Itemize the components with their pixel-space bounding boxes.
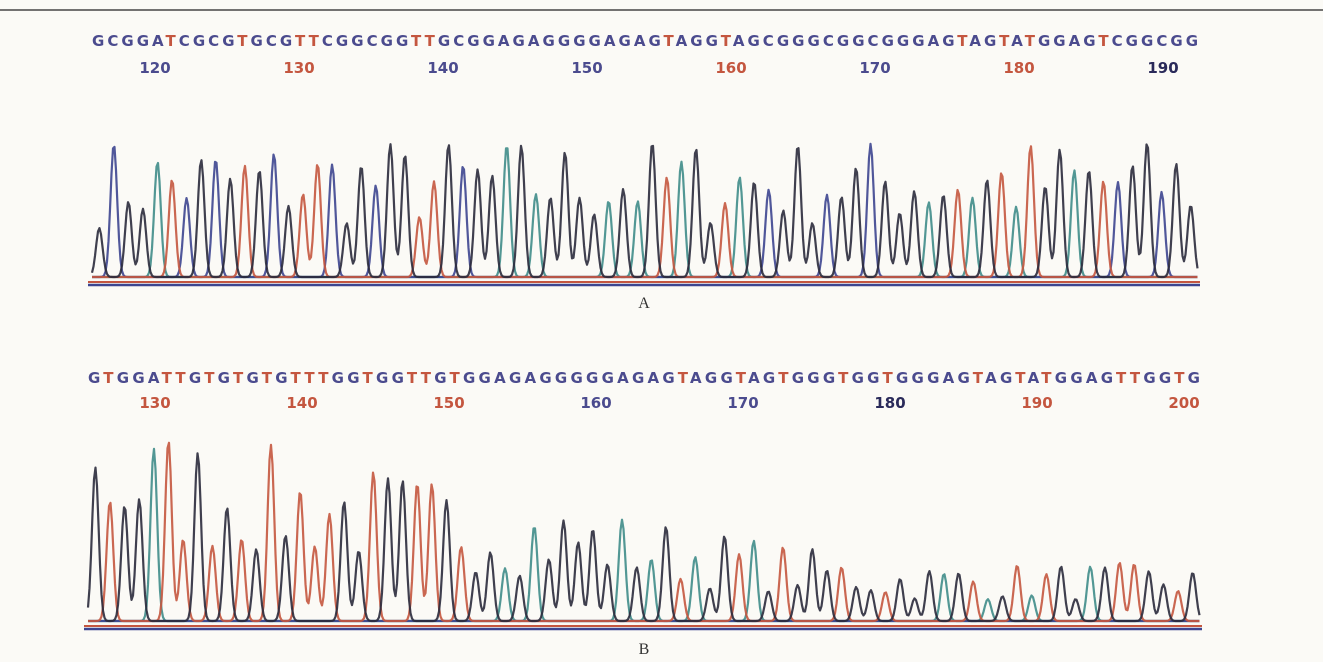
trace-g [86,452,1201,623]
trace-g [90,143,1199,279]
position-label: 160 [715,59,746,77]
position-label: 170 [859,59,890,77]
position-label: 180 [1003,59,1034,77]
position-label: 130 [139,394,170,412]
position-label: 190 [1147,59,1178,77]
position-label: 190 [1021,394,1052,412]
position-label: 120 [139,59,170,77]
position-label: 140 [427,59,458,77]
trace-a [88,447,1200,623]
panel-label: A [638,295,650,312]
position-label: 150 [433,394,464,412]
position-label: 180 [874,394,905,412]
position-label: 160 [580,394,611,412]
position-label: 140 [286,394,317,412]
position-label: 170 [727,394,758,412]
trace-t [88,441,1200,623]
panel-label: B [639,641,650,658]
position-label: 200 [1168,394,1199,412]
position-label: 130 [283,59,314,77]
position-label: 150 [571,59,602,77]
